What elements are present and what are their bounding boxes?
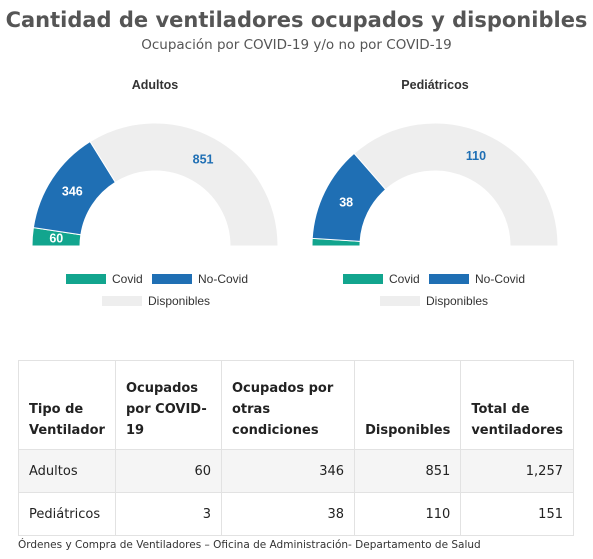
legend-label-no-covid: No-Covid <box>475 272 526 286</box>
data-label-no-covid: 38 <box>339 195 353 209</box>
cell-covid: 3 <box>114 492 223 536</box>
legend-swatch-covid <box>343 274 383 284</box>
source-note: Órdenes y Compra de Ventiladores – Ofici… <box>18 539 481 551</box>
legend-label-covid: Covid <box>112 272 143 286</box>
header-total: Total de ventiladores <box>460 360 574 450</box>
data-label-no-covid: 346 <box>62 185 83 199</box>
cell-disponibles: 851 <box>354 449 462 493</box>
gauge-pediatricos: 38 110 <box>311 122 559 247</box>
legend-swatch-covid <box>66 274 106 284</box>
legend-item-no-covid[interactable]: No-Covid <box>152 272 248 286</box>
cell-disponibles: 110 <box>354 492 462 536</box>
cell-otras: 38 <box>220 492 356 536</box>
legend-label-disponibles: Disponibles <box>148 294 211 308</box>
legend-label-covid: Covid <box>389 272 420 286</box>
gauge-slice-disponibles[interactable] <box>353 122 559 247</box>
legend-label-no-covid: No-Covid <box>198 272 249 286</box>
table-header-row: Tipo de Ventilador Ocupados por COVID-19… <box>18 360 574 450</box>
legend-item-disponibles[interactable]: Disponibles <box>102 294 210 308</box>
legend-item-covid[interactable]: Covid <box>343 272 420 286</box>
gauge-title-adultos: Adultos <box>131 78 179 92</box>
legend-item-covid[interactable]: Covid <box>66 272 143 286</box>
legend-swatch-disponibles <box>380 296 420 306</box>
header-tipo: Tipo de Ventilador <box>18 360 116 450</box>
legend-swatch-disponibles <box>102 296 142 306</box>
header-disponibles: Disponibles <box>354 360 462 450</box>
legend-item-disponibles[interactable]: Disponibles <box>380 294 488 308</box>
cell-total: 1,257 <box>460 449 574 493</box>
table-row: Pediátricos 3 38 110 151 <box>18 492 574 536</box>
chart-title: Cantidad de ventiladores ocupados y disp… <box>5 8 588 32</box>
gauge-title-pediatricos: Pediátricos <box>401 78 469 92</box>
cell-otras: 346 <box>220 449 356 493</box>
legend-swatch-no-covid <box>152 274 192 284</box>
gauge-adultos: 60 346 851 <box>31 122 279 247</box>
cell-covid: 60 <box>114 449 223 493</box>
data-label-covid: 60 <box>49 232 63 246</box>
data-label-disponibles: 851 <box>193 152 214 166</box>
legend-label-disponibles: Disponibles <box>426 294 489 308</box>
cell-total: 151 <box>460 492 574 536</box>
legend-swatch-no-covid <box>429 274 469 284</box>
table-row: Adultos 60 346 851 1,257 <box>18 449 574 493</box>
ventiladores-table: Tipo de Ventilador Ocupados por COVID-19… <box>18 360 574 536</box>
header-otras: Ocupados por otras condiciones <box>220 360 356 450</box>
header-covid: Ocupados por COVID-19 <box>114 360 223 450</box>
cell-tipo: Pediátricos <box>18 492 116 536</box>
gauge-slice-disponibles[interactable] <box>89 122 279 247</box>
cell-tipo: Adultos <box>18 449 116 493</box>
data-label-disponibles: 110 <box>466 149 486 163</box>
legend-item-no-covid[interactable]: No-Covid <box>429 272 525 286</box>
chart-subtitle: Ocupación por COVID-19 y/o no por COVID-… <box>141 37 452 53</box>
